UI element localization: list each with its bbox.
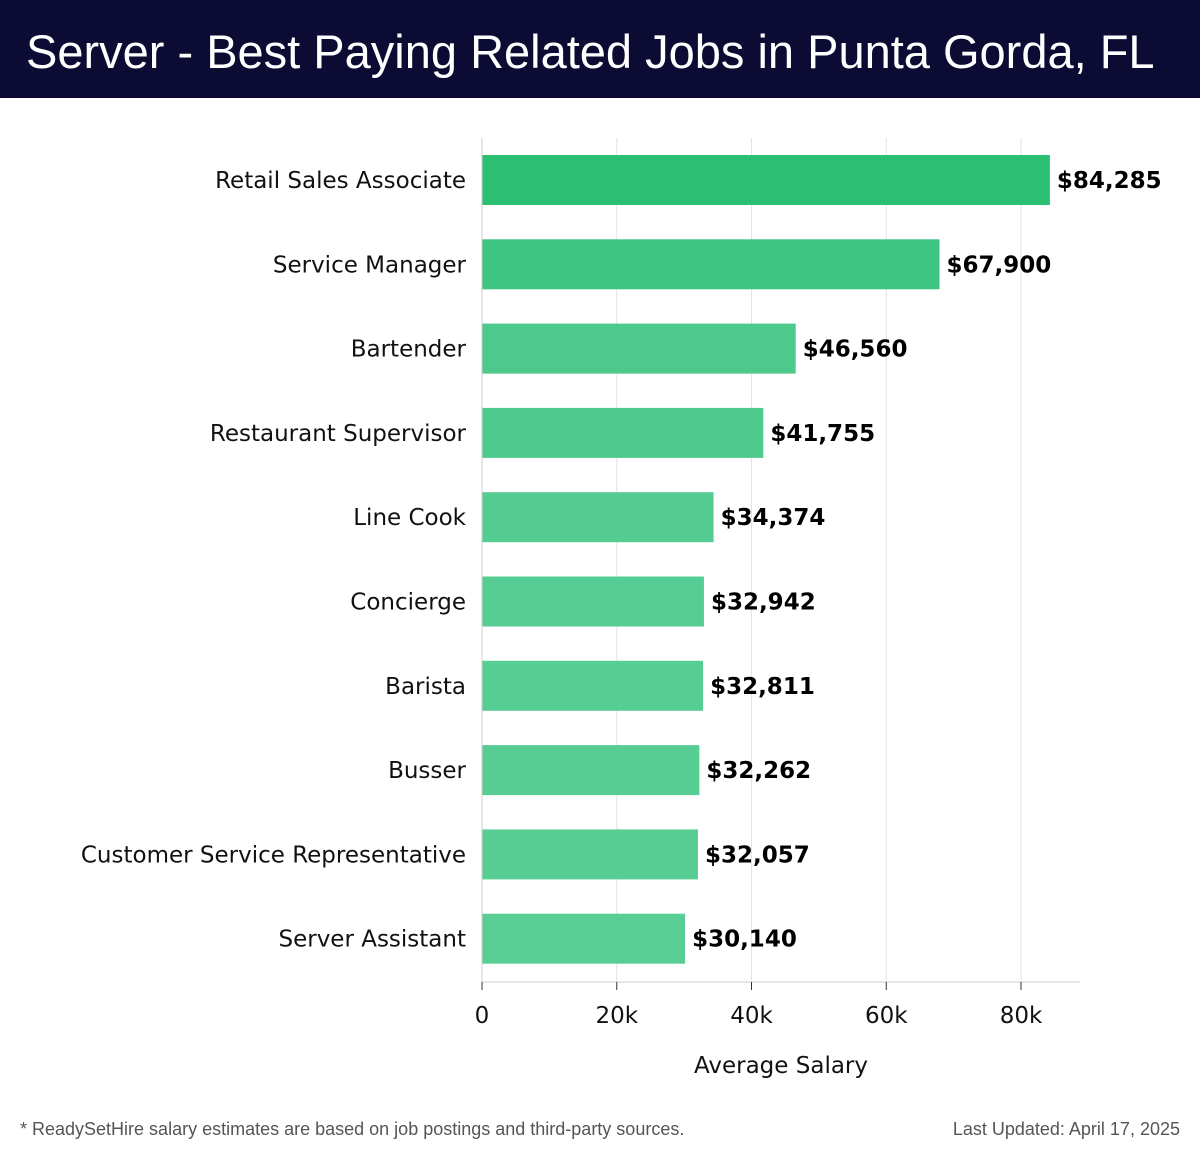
x-tick-label: 0 <box>475 1003 490 1029</box>
x-tick-label: 20k <box>595 1003 638 1029</box>
bar <box>482 829 698 880</box>
bar <box>482 745 700 796</box>
bar <box>482 492 714 543</box>
category-label: Concierge <box>350 590 466 616</box>
category-label: Bartender <box>351 337 467 363</box>
data-label: $32,811 <box>710 674 815 700</box>
data-label: $41,755 <box>770 421 875 447</box>
x-axis-title: Average Salary <box>694 1053 868 1079</box>
category-label: Line Cook <box>353 505 466 531</box>
x-tick-label: 60k <box>865 1003 908 1029</box>
data-label: $67,900 <box>946 252 1051 278</box>
category-label: Retail Sales Associate <box>215 168 466 194</box>
category-label: Customer Service Representative <box>81 842 466 868</box>
data-label: $34,374 <box>721 505 826 531</box>
x-tick-label: 40k <box>730 1003 773 1029</box>
x-tick-label: 80k <box>1000 1003 1043 1029</box>
data-label: $32,057 <box>705 842 810 868</box>
page-title: Server - Best Paying Related Jobs in Pun… <box>26 25 1155 78</box>
category-label: Barista <box>385 674 466 700</box>
category-label: Busser <box>388 758 466 784</box>
data-label: $32,942 <box>711 590 816 616</box>
category-label: Service Manager <box>273 252 467 278</box>
data-label: $30,140 <box>692 927 797 953</box>
footnote: * ReadySetHire salary estimates are base… <box>20 1119 685 1139</box>
bar <box>482 155 1050 205</box>
data-label: $32,262 <box>706 758 811 784</box>
bar <box>482 407 764 458</box>
category-label: Server Assistant <box>278 927 466 953</box>
bar <box>482 576 704 627</box>
bar <box>482 660 704 711</box>
header-banner: Server - Best Paying Related Jobs in Pun… <box>0 0 1200 98</box>
category-label: Restaurant Supervisor <box>210 421 467 447</box>
bar <box>482 239 940 290</box>
data-label: $46,560 <box>803 337 908 363</box>
bar <box>482 323 796 374</box>
bar <box>482 913 686 964</box>
last-updated: Last Updated: April 17, 2025 <box>952 1119 1180 1139</box>
data-label: $84,285 <box>1057 168 1162 194</box>
